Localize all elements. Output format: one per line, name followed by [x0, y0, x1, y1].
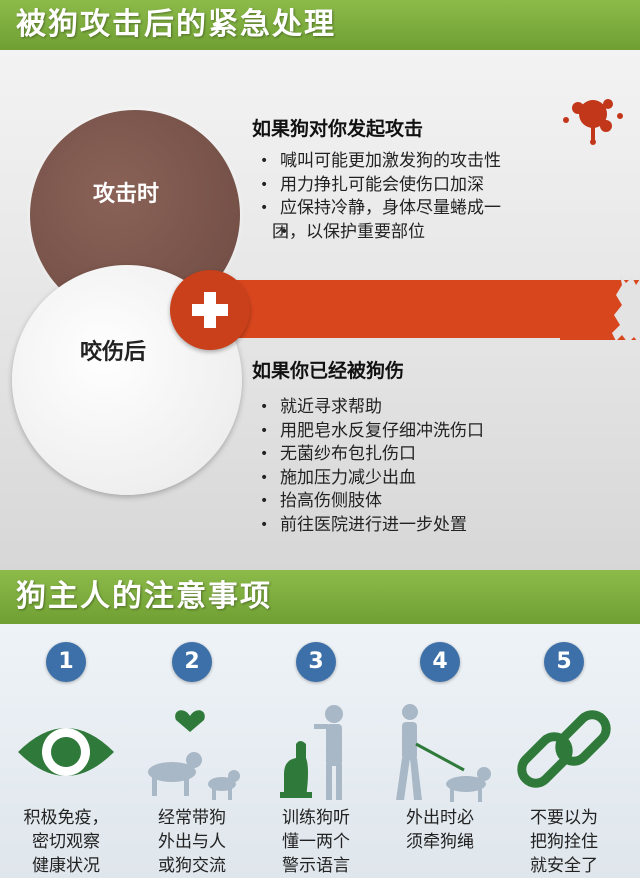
- step-number-badge: 1: [46, 642, 86, 682]
- list-item: 前往医院进行进一步处置: [252, 514, 592, 538]
- person-walking-dog-on-leash-icon: [396, 704, 491, 802]
- step-number-badge: 4: [420, 642, 460, 682]
- emergency-header-title: 被狗攻击后的紧急处理: [16, 7, 336, 42]
- step-number-badge: 2: [172, 642, 212, 682]
- step-text: 不要以为 把狗拴住 就安全了: [500, 806, 628, 878]
- step-text-line: 就安全了: [530, 856, 598, 876]
- blood-splatter-icon: [563, 99, 623, 145]
- step-text-line: 把狗拴住: [530, 832, 598, 852]
- owner-tips-section: 1 积极免疫， 密切观察 健康状况 2 经常带狗 外出与人 或狗交流: [0, 624, 640, 878]
- people-dogs-heart-icon: [148, 710, 240, 800]
- step-number-badge: 5: [544, 642, 584, 682]
- attack-block-title: 如果狗对你发起攻击: [252, 118, 424, 140]
- step-text: 训练狗听 懂一两个 警示语言: [252, 806, 380, 878]
- owner-tip-1: 1 积极免疫， 密切观察 健康状况: [2, 634, 130, 878]
- chain-link-icon: [517, 710, 611, 788]
- list-item: 无菌纱布包扎伤口: [252, 443, 592, 467]
- step-text-line: 经常带狗: [158, 808, 226, 828]
- step-text-line: 外出时必: [406, 808, 474, 828]
- list-item-continuation: 团，以保护重要部位: [272, 221, 582, 245]
- step-text: 积极免疫， 密切观察 健康状况: [2, 806, 130, 878]
- step-text-line: 不要以为: [530, 808, 598, 828]
- emergency-section: 攻击时 咬伤后 如果狗对你发起攻击 喊叫可能更加激发狗的攻击性 用力挣扎可能会使…: [0, 50, 640, 570]
- list-item: 喊叫可能更加激发狗的攻击性: [252, 150, 582, 174]
- list-item: 就近寻求帮助: [252, 396, 592, 420]
- list-item: 抬高伤侧肢体: [252, 490, 592, 514]
- step-text-line: 警示语言: [282, 856, 350, 876]
- step-text-line: 须牵狗绳: [406, 832, 474, 852]
- step-text-line: 训练狗听: [282, 808, 350, 828]
- emergency-header-banner: 被狗攻击后的紧急处理: [0, 0, 640, 50]
- list-item: 施加压力减少出血: [252, 467, 592, 491]
- step-text-line: 或狗交流: [158, 856, 226, 876]
- first-aid-cross-icon: [170, 270, 250, 350]
- bite-advice-list: 就近寻求帮助 用肥皂水反复仔细冲洗伤口 无菌纱布包扎伤口 施加压力减少出血 抬高…: [252, 396, 592, 537]
- owner-tip-5: 5 不要以为 把狗拴住 就安全了: [500, 634, 628, 878]
- step-text-line: 积极免疫，: [23, 808, 109, 828]
- owner-tip-4: 4 外出时必 须牵狗绳: [376, 634, 504, 878]
- owner-tip-2: 2 经常带狗 外出与人 或狗交流: [128, 634, 256, 878]
- list-item: 用力挣扎可能会使伤口加深: [252, 174, 582, 198]
- bite-block-title: 如果你已经被狗伤: [252, 360, 405, 382]
- step-text: 经常带狗 外出与人 或狗交流: [128, 806, 256, 878]
- list-item: 用肥皂水反复仔细冲洗伤口: [252, 420, 592, 444]
- owner-header-banner: 狗主人的注意事项: [0, 570, 640, 624]
- torn-edge-decoration: [560, 275, 640, 345]
- attack-circle-label: 攻击时: [93, 182, 160, 207]
- attack-advice-list: 喊叫可能更加激发狗的攻击性 用力挣扎可能会使伤口加深 应保持冷静，身体尽量蜷成一…: [252, 150, 582, 244]
- step-text: 外出时必 须牵狗绳: [376, 806, 504, 854]
- step-number-badge: 3: [296, 642, 336, 682]
- step-text-line: 健康状况: [32, 856, 100, 876]
- step-text-line: 外出与人: [158, 832, 226, 852]
- person-training-dog-icon: [280, 705, 343, 800]
- step-text-line: 懂一两个: [282, 832, 350, 852]
- bite-circle-label: 咬伤后: [80, 340, 147, 365]
- owner-header-title: 狗主人的注意事项: [16, 579, 272, 614]
- list-item: 应保持冷静，身体尽量蜷成一: [252, 197, 582, 221]
- eye-icon: [18, 728, 114, 776]
- step-text-line: 密切观察: [32, 832, 100, 852]
- owner-tip-3: 3 训练狗听 懂一两个 警示语言: [252, 634, 380, 878]
